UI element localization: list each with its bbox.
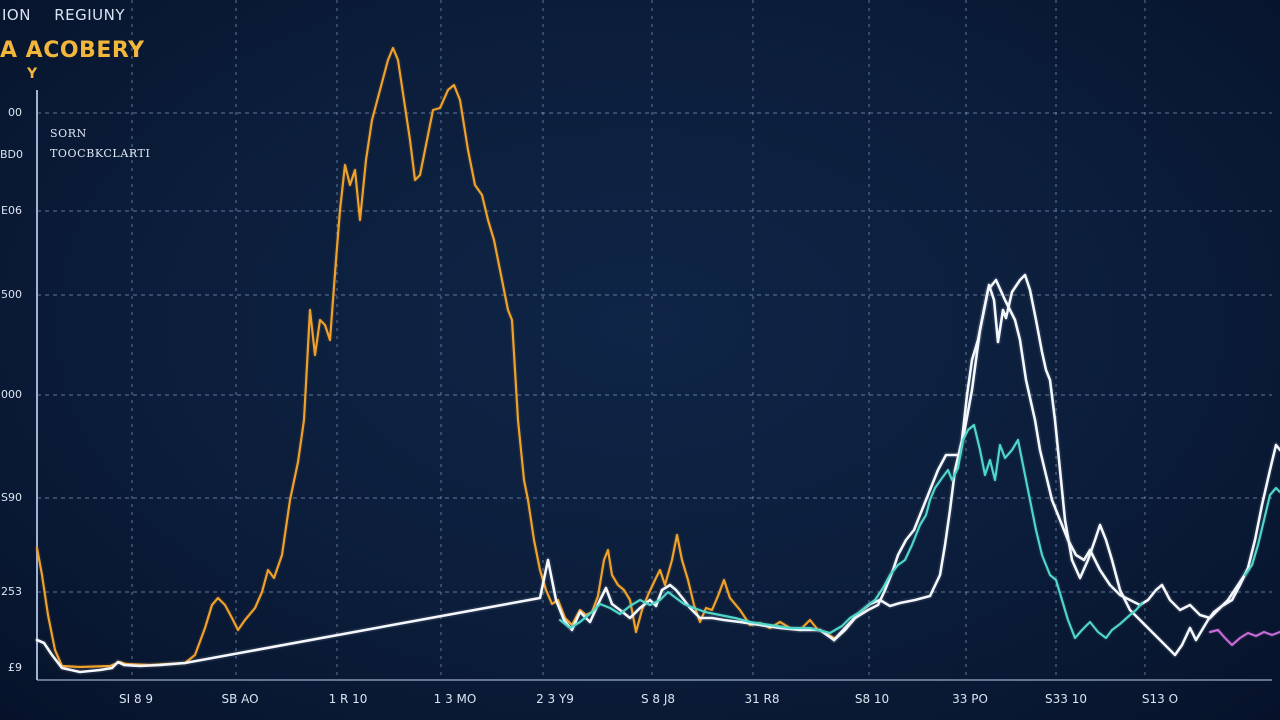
series-glow <box>34 45 837 670</box>
chart-subtitle: A ACOBERY <box>0 38 145 63</box>
y-tick-label: E06 <box>1 204 22 217</box>
series-line <box>558 423 1144 640</box>
x-tick-label: 1 3 MO <box>433 692 477 706</box>
x-tick-label: 2 3 Y9 <box>536 692 574 706</box>
x-tick-label: SI 8 9 <box>118 692 154 706</box>
series-line <box>832 278 1250 642</box>
y-tick-label: 00 <box>8 106 22 119</box>
series-line <box>1243 486 1280 577</box>
x-tick-label: 1 R 10 <box>328 692 368 706</box>
chevron-down-icon: Y <box>27 66 38 82</box>
y-tick-label: 500 <box>1 288 22 301</box>
legend-line-2: TOOCBKCLARTI <box>50 147 151 160</box>
legend: SORN TOOCBKCLARTI <box>50 124 150 164</box>
y-tick-label: £9 <box>8 661 22 674</box>
series-line <box>35 273 1280 674</box>
x-tick-label: S8 10 <box>854 692 890 706</box>
grid-lines <box>37 0 1272 680</box>
x-tick-label: 31 R8 <box>744 692 780 706</box>
chart-title: ION REGIUNY <box>2 6 125 24</box>
chart-title-part1: ION <box>2 6 31 24</box>
axes <box>36 90 1272 681</box>
legend-line-1: SORN <box>50 127 87 140</box>
series-glow <box>557 422 1145 641</box>
series-line <box>1208 628 1280 647</box>
x-tick-label: 33 PO <box>952 692 988 706</box>
chart-title-part2: REGIUNY <box>54 6 126 24</box>
y-tick-label: 253 <box>1 585 22 598</box>
y-tick-label: S90 <box>1 491 22 504</box>
series-lines <box>34 45 1280 675</box>
x-tick-label: S 8 J8 <box>640 692 676 706</box>
x-tick-label: SB AO <box>221 692 259 706</box>
y-tick-label: 000 <box>1 388 22 401</box>
y-tick-label: BD0 <box>0 148 24 161</box>
series-glow <box>34 272 1280 675</box>
x-tick-label: S33 10 <box>1045 692 1087 706</box>
x-tick-label: S13 O <box>1141 692 1179 706</box>
series-line <box>35 46 836 669</box>
